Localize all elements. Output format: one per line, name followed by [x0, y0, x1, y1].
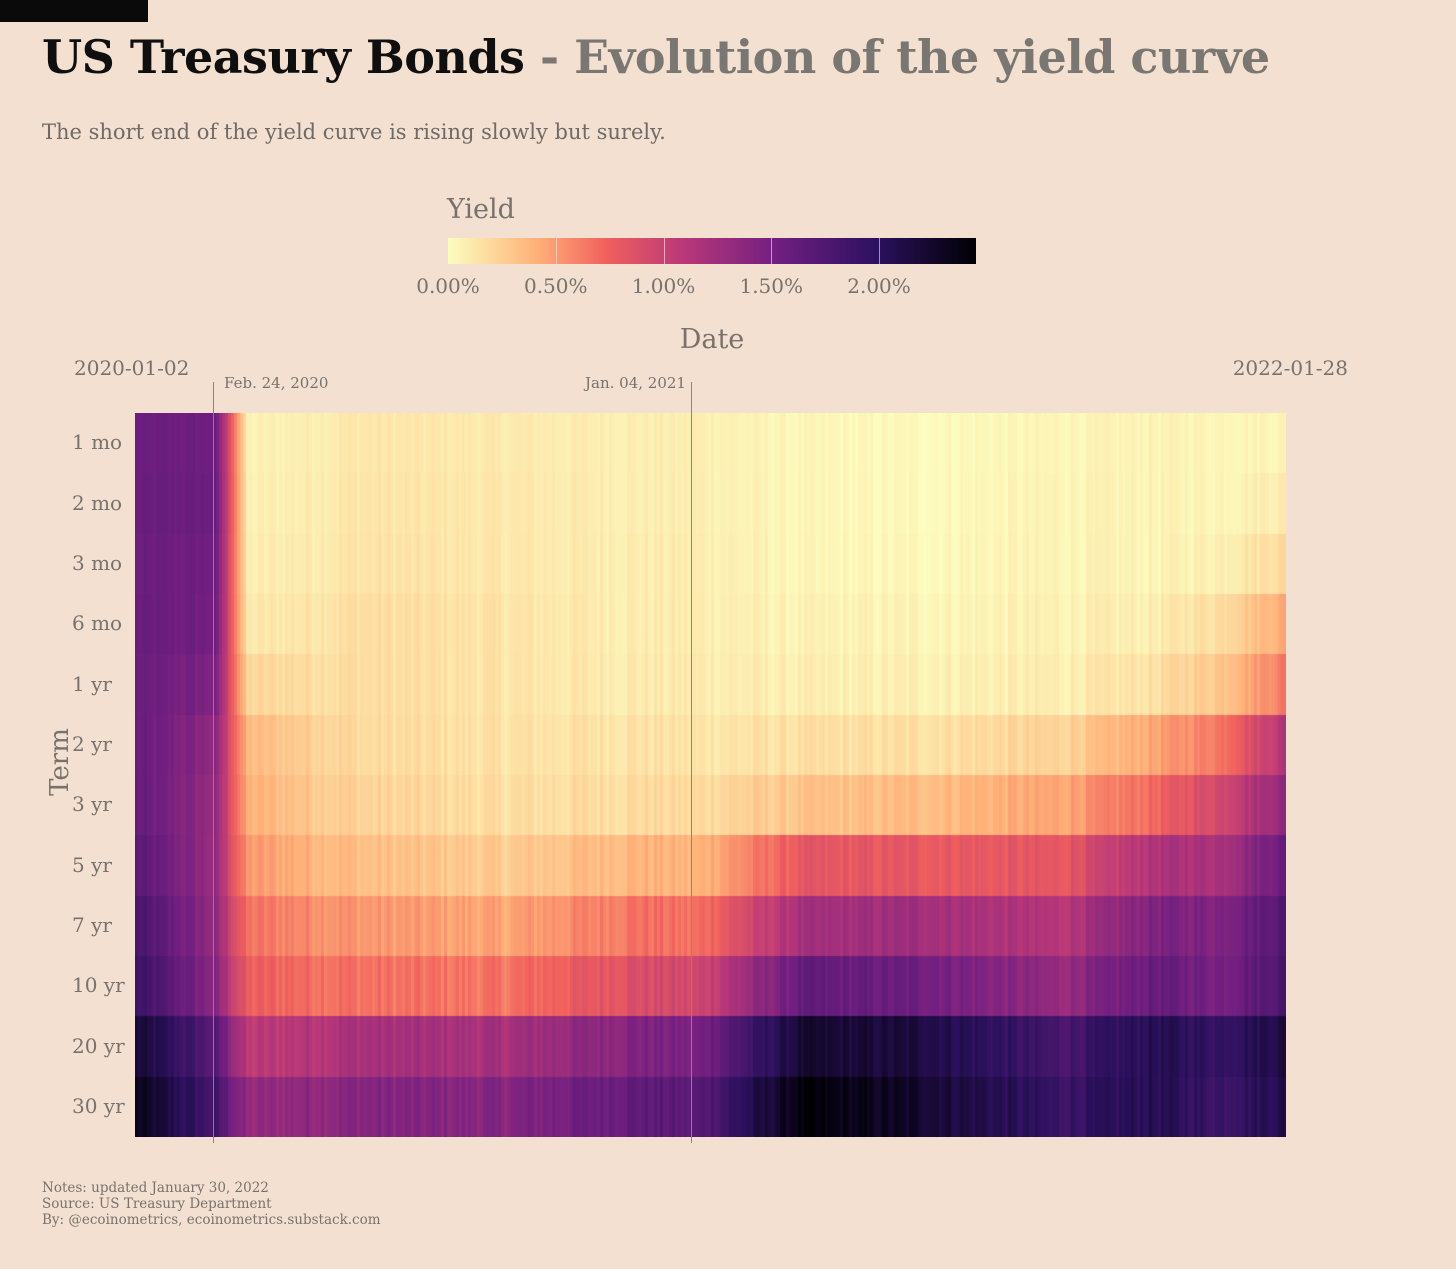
term-label: 2 mo: [72, 490, 123, 515]
term-label: 1 yr: [72, 671, 112, 696]
term-label: 3 yr: [72, 792, 112, 817]
x-axis-title: Date: [679, 324, 745, 355]
term-label: 7 yr: [72, 912, 112, 937]
legend-tick-mark: [771, 238, 773, 264]
legend-tick-mark: [663, 238, 665, 264]
corner-bar: [0, 0, 148, 22]
title-separator: -: [524, 30, 575, 84]
legend-tick-label: 2.00%: [847, 274, 911, 298]
yield-heatmap: [135, 413, 1286, 1137]
term-label: 1 mo: [72, 430, 123, 455]
title-main: US Treasury Bonds: [42, 30, 525, 84]
term-label: 20 yr: [72, 1033, 125, 1058]
title-rest: Evolution of the yield curve: [574, 30, 1270, 84]
legend-colorbar: [448, 238, 976, 264]
notes: Notes: updated January 30, 2022 Source: …: [42, 1180, 381, 1228]
legend-tick-label: 1.00%: [631, 274, 696, 298]
term-label: 30 yr: [72, 1093, 125, 1118]
legend-tick-label: 1.50%: [739, 274, 804, 298]
term-label: 5 yr: [72, 852, 112, 877]
event-label-feb-2020: Feb. 24, 2020: [224, 374, 329, 392]
legend-title: Yield: [447, 194, 515, 225]
term-label: 3 mo: [72, 550, 123, 575]
x-start-label: 2020-01-02: [74, 356, 190, 380]
y-axis-title: Term: [44, 728, 75, 796]
legend-tick-mark: [555, 238, 557, 264]
legend-tick-mark: [879, 238, 881, 264]
event-label-jan-2021: Jan. 04, 2021: [585, 374, 686, 392]
page-title: US Treasury Bonds - Evolution of the yie…: [42, 30, 1270, 84]
event-line-jan-2021: [691, 382, 692, 1143]
legend-tick-label: 0.00%: [416, 274, 480, 298]
event-line-feb-2020: [213, 382, 214, 1143]
x-end-label: 2022-01-28: [1232, 356, 1348, 380]
term-label: 6 mo: [72, 611, 123, 636]
notes-line-updated: Notes: updated January 30, 2022: [42, 1180, 269, 1196]
subtitle: The short end of the yield curve is risi…: [42, 120, 666, 144]
term-label: 2 yr: [72, 731, 112, 756]
term-label: 10 yr: [72, 973, 125, 998]
legend-tick-label: 0.50%: [523, 274, 588, 298]
notes-line-source: Source: US Treasury Department: [42, 1196, 272, 1212]
notes-line-author: By: @ecoinometrics, ecoinometrics.substa…: [42, 1212, 381, 1228]
